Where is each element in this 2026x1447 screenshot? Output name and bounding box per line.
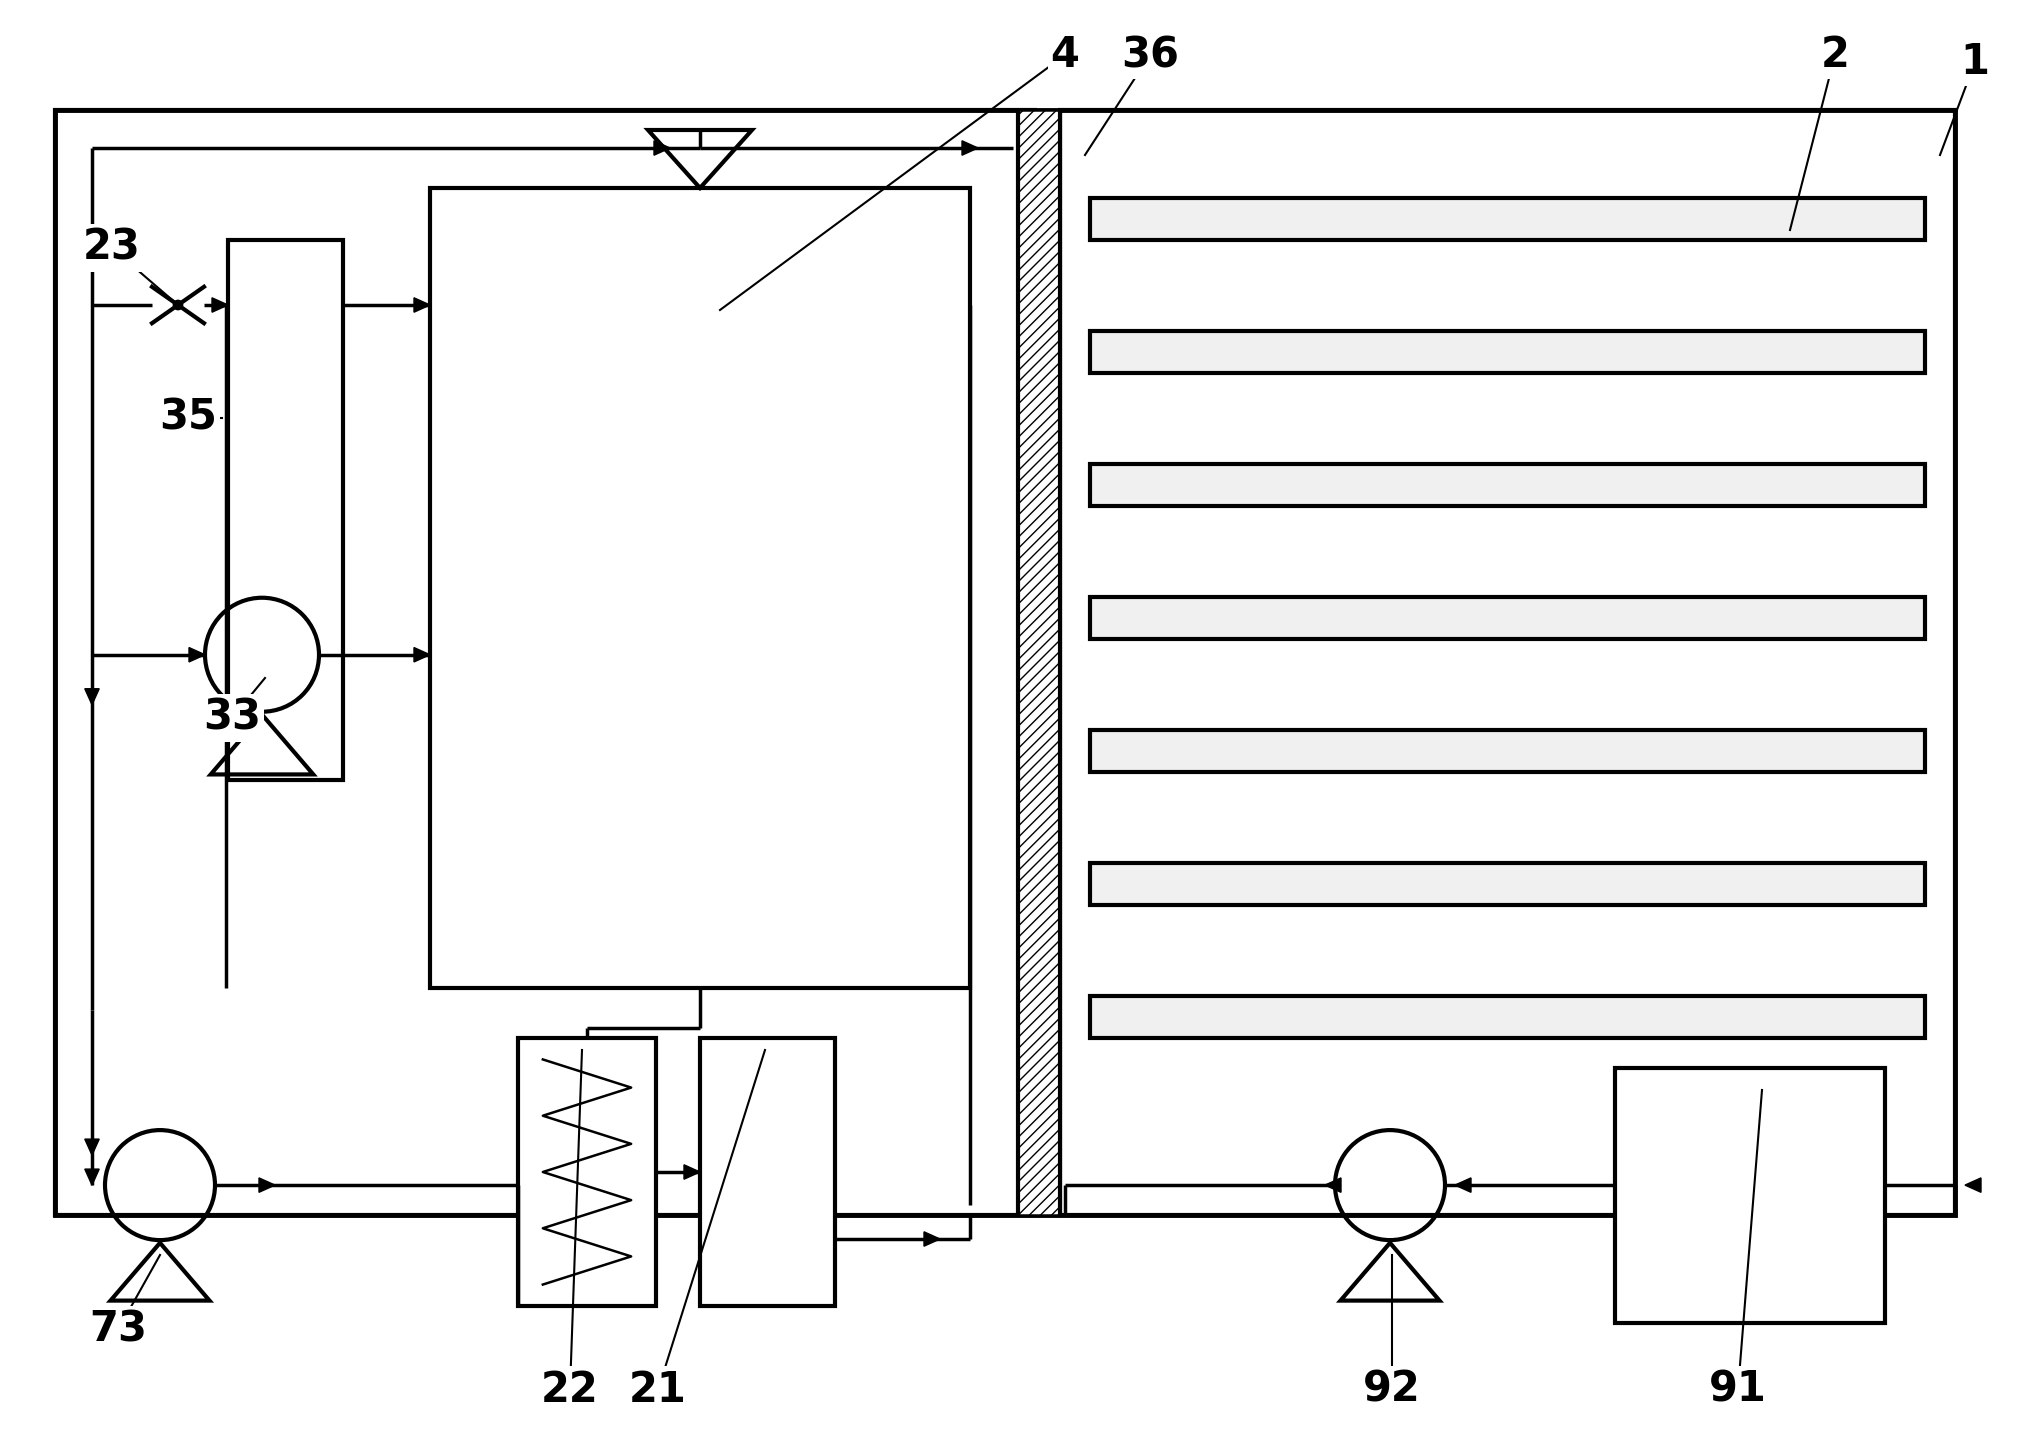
Text: 92: 92 xyxy=(1363,1369,1420,1411)
Bar xyxy=(519,1037,656,1307)
Polygon shape xyxy=(85,1139,99,1155)
Bar xyxy=(1090,198,1925,240)
Bar xyxy=(701,1037,835,1307)
Polygon shape xyxy=(1455,1178,1471,1192)
Text: 73: 73 xyxy=(89,1310,148,1351)
Bar xyxy=(1090,996,1925,1037)
Polygon shape xyxy=(85,1169,99,1185)
Polygon shape xyxy=(413,648,430,661)
Text: 35: 35 xyxy=(160,396,217,438)
Bar xyxy=(1017,110,1060,1215)
Bar xyxy=(229,240,342,780)
Circle shape xyxy=(174,301,182,310)
Polygon shape xyxy=(213,298,229,313)
Polygon shape xyxy=(259,1178,276,1192)
Polygon shape xyxy=(85,689,99,705)
Text: 22: 22 xyxy=(541,1369,600,1411)
Bar xyxy=(55,110,1035,1215)
Bar xyxy=(55,110,1955,1215)
Text: 91: 91 xyxy=(1710,1369,1767,1411)
Bar xyxy=(1060,110,1955,1215)
Bar xyxy=(430,188,970,988)
Polygon shape xyxy=(685,1165,701,1179)
Polygon shape xyxy=(188,648,205,661)
Polygon shape xyxy=(654,140,671,155)
Text: 2: 2 xyxy=(1821,33,1850,77)
Text: 21: 21 xyxy=(628,1369,687,1411)
Bar xyxy=(1090,464,1925,506)
Text: 23: 23 xyxy=(83,227,142,269)
Polygon shape xyxy=(413,298,430,313)
Text: 4: 4 xyxy=(1051,33,1080,77)
Polygon shape xyxy=(962,140,979,155)
Bar xyxy=(1090,862,1925,904)
Text: 36: 36 xyxy=(1120,33,1179,77)
Polygon shape xyxy=(1965,1178,1981,1192)
Text: 1: 1 xyxy=(1961,41,1990,82)
Text: 33: 33 xyxy=(203,697,261,739)
Bar xyxy=(1090,331,1925,373)
Bar xyxy=(1090,598,1925,640)
Polygon shape xyxy=(1325,1178,1341,1192)
Bar xyxy=(1615,1068,1884,1323)
Bar xyxy=(1090,729,1925,773)
Polygon shape xyxy=(924,1231,940,1246)
